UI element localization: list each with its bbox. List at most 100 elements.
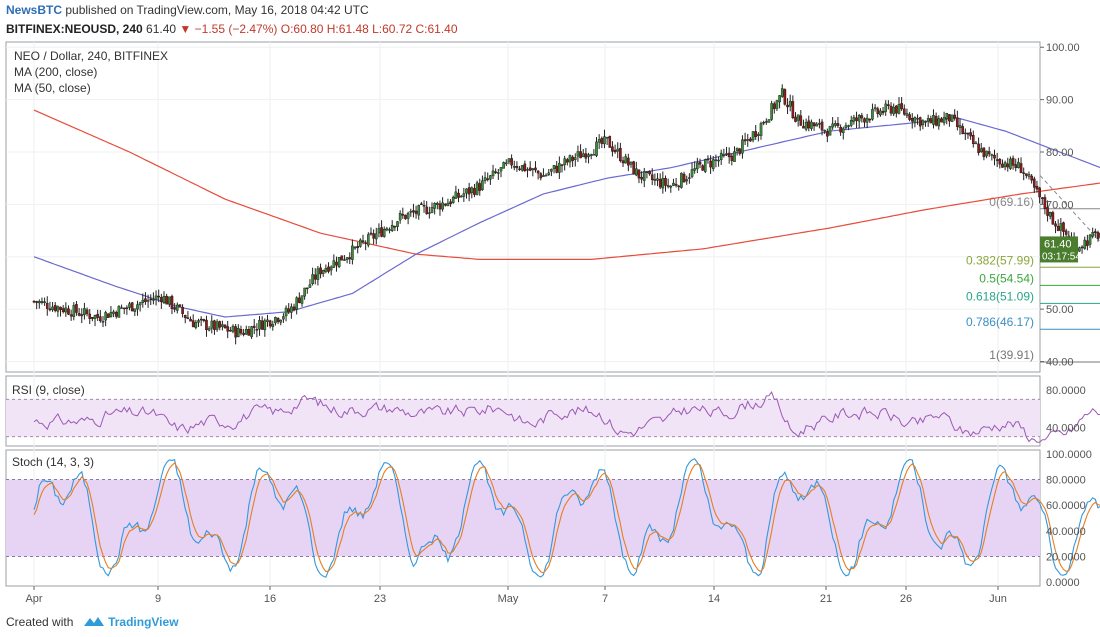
candle-body — [645, 171, 649, 173]
candle-body — [146, 300, 150, 302]
publisher-name[interactable]: NewsBTC — [6, 3, 63, 17]
candle-body — [778, 95, 781, 103]
candle-body — [300, 295, 304, 304]
candle-body — [401, 214, 405, 216]
candle-body — [701, 165, 704, 171]
candle-body — [611, 146, 614, 152]
stoch-tick-label-0: 100.0000 — [1046, 449, 1092, 461]
candle-body — [993, 154, 996, 159]
candle-body — [926, 118, 930, 122]
candle-body — [677, 185, 681, 188]
candle-body — [666, 184, 670, 187]
candle-body — [910, 118, 914, 122]
candle-body — [706, 158, 710, 161]
candle-body — [990, 154, 994, 156]
candle-body — [624, 156, 627, 164]
candle-body — [1080, 246, 1084, 249]
candle-body — [794, 116, 797, 122]
candle-body — [226, 326, 229, 332]
candle-body — [271, 324, 275, 327]
price-change: −1.55 (−2.47%) — [194, 22, 278, 36]
candle-body — [558, 163, 561, 173]
candle-body — [324, 268, 328, 272]
candle-body — [128, 303, 131, 308]
candle-body — [59, 306, 62, 310]
candle-body — [475, 182, 479, 195]
candle-body — [608, 136, 612, 148]
candle-body — [772, 103, 776, 110]
stoch-tick-label-3: 40.0000 — [1046, 526, 1086, 538]
candle-body — [101, 321, 105, 323]
tradingview-logo[interactable]: TradingView — [83, 615, 179, 629]
candle-body — [152, 299, 155, 301]
candle-body — [751, 131, 755, 141]
candle-body — [186, 317, 190, 319]
candle-body — [385, 228, 389, 231]
candle-body — [268, 320, 272, 327]
candle-body — [642, 171, 646, 181]
candle-body — [367, 234, 370, 246]
candle-body — [799, 115, 803, 126]
candle-body — [138, 302, 142, 306]
candle-body — [112, 311, 115, 314]
candle-body — [393, 226, 397, 228]
date-tick-label-1: 9 — [155, 593, 161, 605]
chart-area[interactable]: 0(69.16) 0.382(57.99) 0.5(54.54) 0.618(51.0… — [0, 38, 1100, 613]
fib-label-0: 0(69.16) — [989, 195, 1034, 209]
candle-body — [759, 123, 763, 136]
candle-body — [502, 162, 505, 169]
candle-body — [183, 314, 187, 319]
candle-body — [534, 167, 537, 171]
candle-body — [144, 298, 147, 303]
candle-body — [1030, 175, 1033, 181]
candle-body — [165, 295, 168, 305]
candle-body — [826, 131, 829, 137]
candle-body — [38, 301, 41, 304]
candle-body — [985, 150, 988, 157]
candle-body — [1054, 223, 1057, 227]
tradingview-logo-icon — [83, 617, 104, 626]
candles — [32, 84, 1100, 345]
candle-body — [311, 274, 314, 284]
candle-body — [571, 156, 574, 161]
rsi-band — [6, 399, 1040, 437]
candle-body — [664, 177, 667, 186]
candle-body — [56, 306, 60, 312]
candle-body — [284, 307, 288, 317]
candle-body — [319, 267, 322, 275]
candle-body — [828, 126, 832, 136]
candle-body — [141, 299, 145, 303]
candle-body — [512, 166, 516, 168]
candle-body — [528, 167, 532, 171]
candle-body — [566, 159, 569, 163]
candle-body — [215, 321, 219, 330]
candle-body — [191, 320, 195, 328]
rsi-title: RSI (9, close) — [12, 383, 85, 397]
chart-svg[interactable]: 0(69.16) 0.382(57.99) 0.5(54.54) 0.618(51.0… — [0, 38, 1100, 608]
candle-body — [321, 270, 325, 274]
candle-body — [93, 315, 97, 320]
candle-body — [627, 157, 630, 166]
candle-body — [632, 161, 635, 175]
candle-body — [316, 268, 320, 280]
candle-body — [359, 239, 362, 247]
candle-body — [937, 118, 941, 127]
candle-body — [229, 329, 232, 332]
candle-body — [231, 325, 235, 332]
candle-body — [175, 304, 179, 311]
price-badge-bg — [1040, 236, 1078, 263]
candle-body — [343, 259, 346, 261]
ohlc-values: O:60.80 H:61.48 L:60.72 C:61.40 — [280, 22, 458, 36]
candle-body — [650, 174, 654, 180]
candle-body — [48, 308, 52, 311]
candle-body — [414, 210, 418, 214]
candle-body — [313, 274, 317, 280]
candle-body — [266, 319, 269, 322]
candle-body — [197, 320, 200, 323]
candle-body — [390, 224, 394, 231]
candle-body — [1046, 207, 1049, 216]
candle-body — [91, 316, 94, 319]
price-tick-label-1: 90.00 — [1046, 95, 1074, 107]
candle-body — [661, 178, 665, 189]
candle-body — [218, 321, 222, 328]
